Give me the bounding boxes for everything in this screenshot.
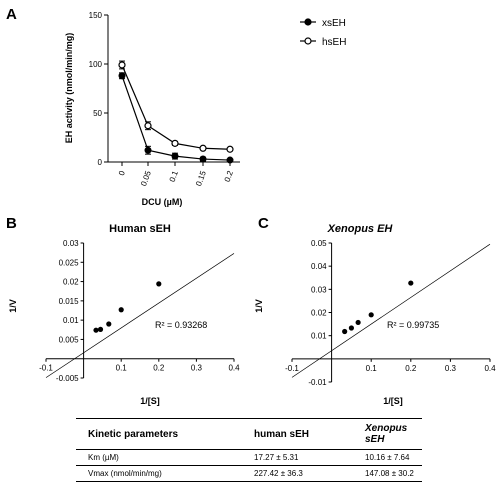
chart-c-ytick-label: 0.05	[311, 239, 327, 248]
chart-a-ylabel: EH activity (nmol/min/mg)	[64, 33, 74, 144]
chart-b-fit-line	[45, 253, 235, 378]
chart-b-xlabel: 1/[S]	[140, 396, 160, 406]
chart-a-point-filled	[118, 72, 126, 80]
chart-a-xtick-label: 0	[117, 169, 127, 177]
chart-c-ylabel: 1/V	[254, 299, 264, 313]
chart-c-xtick-label: 0.1	[366, 364, 378, 373]
table-row: Vmax (nmol/min/mg) 227.42 ± 36.3 147.08 …	[76, 465, 422, 482]
chart-a-series-line	[121, 64, 231, 150]
chart-b-point	[93, 327, 99, 333]
chart-b-ytick-label: 0.02	[63, 278, 79, 287]
chart-a-legend: xsEH hsEH	[300, 18, 346, 48]
chart-a: EH activity (nmol/min/mg) DCU (µM) 0 50 10…	[64, 11, 240, 207]
table-cell-xenopus: 10.16 ± 7.64	[353, 449, 422, 466]
kinetic-parameters-table: Kinetic parameters human sEH Xenopus sEH…	[76, 418, 422, 482]
table-cell-label: Vmax (nmol/min/mg)	[76, 465, 242, 482]
table-cell-human: 227.42 ± 36.3	[242, 465, 353, 482]
chart-c-xtick-label: 0.3	[445, 364, 457, 373]
table-row: Km (µM) 17.27 ± 5.31 10.16 ± 7.64	[76, 449, 422, 466]
panel-letter-b: B	[6, 215, 17, 232]
chart-a-point-open	[118, 61, 126, 69]
chart-c-xlabel: 1/[S]	[383, 396, 403, 406]
chart-c-xtick-label: 0.2	[405, 364, 417, 373]
chart-a-point-open	[199, 144, 207, 152]
chart-c-r2: R² = 0.99735	[387, 320, 439, 330]
chart-c-ytick-label: 0.01	[311, 332, 327, 341]
chart-a-xtick-label: 0.05	[139, 169, 153, 187]
table-header-row: Kinetic parameters human sEH Xenopus sEH	[76, 418, 422, 450]
legend-marker	[304, 37, 312, 45]
panel-letter-a: A	[6, 6, 17, 23]
chart-b-xtick-label: 0.2	[153, 364, 165, 373]
chart-c-xtick-label: 0.4	[484, 364, 496, 373]
chart-c-point	[355, 319, 361, 326]
chart-a-point-filled	[199, 155, 207, 163]
table-header-human: human sEH	[242, 418, 353, 450]
table-header-parameter: Kinetic parameters	[76, 418, 242, 450]
chart-c-ytick-label: 0.03	[311, 285, 327, 294]
table-cell-label: Km (µM)	[76, 449, 242, 466]
chart-c-ytick-label: -0.01	[308, 378, 327, 387]
chart-b-ytick-label: 0.025	[59, 258, 80, 267]
chart-a-point-open	[144, 122, 152, 130]
chart-a-xtick-label: 0.15	[194, 169, 208, 187]
chart-b-xtick-label: 0.1	[116, 364, 128, 373]
panel-letter-c: C	[258, 215, 269, 232]
table-header-xenopus: Xenopus sEH	[353, 418, 422, 450]
chart-a-ytick-label: 50	[93, 109, 102, 118]
chart-b-xtick-label: -0.1	[39, 364, 53, 373]
chart-c-point	[342, 328, 348, 335]
chart-b-ytick-label: 0.03	[63, 239, 79, 248]
legend-label: hsEH	[322, 37, 346, 48]
chart-a-point-filled	[171, 152, 179, 160]
chart-a-xlabel: DCU (µM)	[142, 197, 183, 207]
chart-b-ylabel: 1/V	[8, 299, 18, 313]
chart-c-point	[408, 280, 414, 286]
chart-b-point	[97, 326, 104, 332]
chart-b-ytick-label: 0.005	[59, 335, 80, 344]
chart-b-ytick-label: 0.015	[59, 297, 80, 306]
table-cell-xenopus: 147.08 ± 30.2	[353, 465, 422, 482]
chart-a-point-open	[171, 139, 179, 147]
chart-c-fit-line	[291, 243, 491, 378]
legend-label: xsEH	[322, 18, 346, 29]
legend-marker	[304, 18, 312, 26]
figure-canvas: A B C EH activity (nmol/min/mg) DCU (µM)…	[6, 6, 496, 406]
chart-b-title: Human sEH	[109, 223, 171, 235]
table-cell-human: 17.27 ± 5.31	[242, 449, 353, 466]
chart-a-ytick-label: 150	[89, 11, 103, 20]
chart-a-ytick-label: 0	[98, 158, 103, 167]
chart-a-series-line	[121, 75, 231, 161]
chart-c-ytick-label: 0.02	[311, 309, 327, 318]
chart-a-ytick-label: 100	[89, 60, 103, 69]
chart-b: Human sEH 1/V 1/[S] R² = 0.93268 -0.005 0…	[8, 223, 240, 406]
chart-b-point	[106, 321, 112, 327]
chart-c-point	[348, 325, 354, 331]
chart-b-r2: R² = 0.93268	[155, 320, 207, 330]
chart-a-xtick-label: 0.1	[168, 169, 180, 183]
chart-a-xtick-label: 0.2	[223, 169, 235, 183]
chart-c-point	[368, 312, 374, 318]
chart-b-ytick-label: -0.005	[56, 374, 79, 383]
chart-c-title: Xenopus EH	[327, 223, 394, 235]
chart-c-xtick-label: -0.1	[285, 364, 299, 373]
chart-b-xtick-label: 0.3	[191, 364, 203, 373]
chart-a-point-filled	[144, 146, 152, 154]
chart-a-point-open	[226, 145, 234, 153]
chart-c: Xenopus EH 1/V 1/[S] R² = 0.99735 -0.01 0…	[254, 223, 496, 406]
chart-b-xtick-label: 0.4	[228, 364, 240, 373]
chart-a-point-filled	[226, 156, 234, 164]
chart-c-ytick-label: 0.04	[311, 262, 327, 271]
chart-b-point	[156, 281, 162, 287]
chart-b-point	[118, 307, 124, 313]
chart-b-ytick-label: 0.01	[63, 316, 79, 325]
